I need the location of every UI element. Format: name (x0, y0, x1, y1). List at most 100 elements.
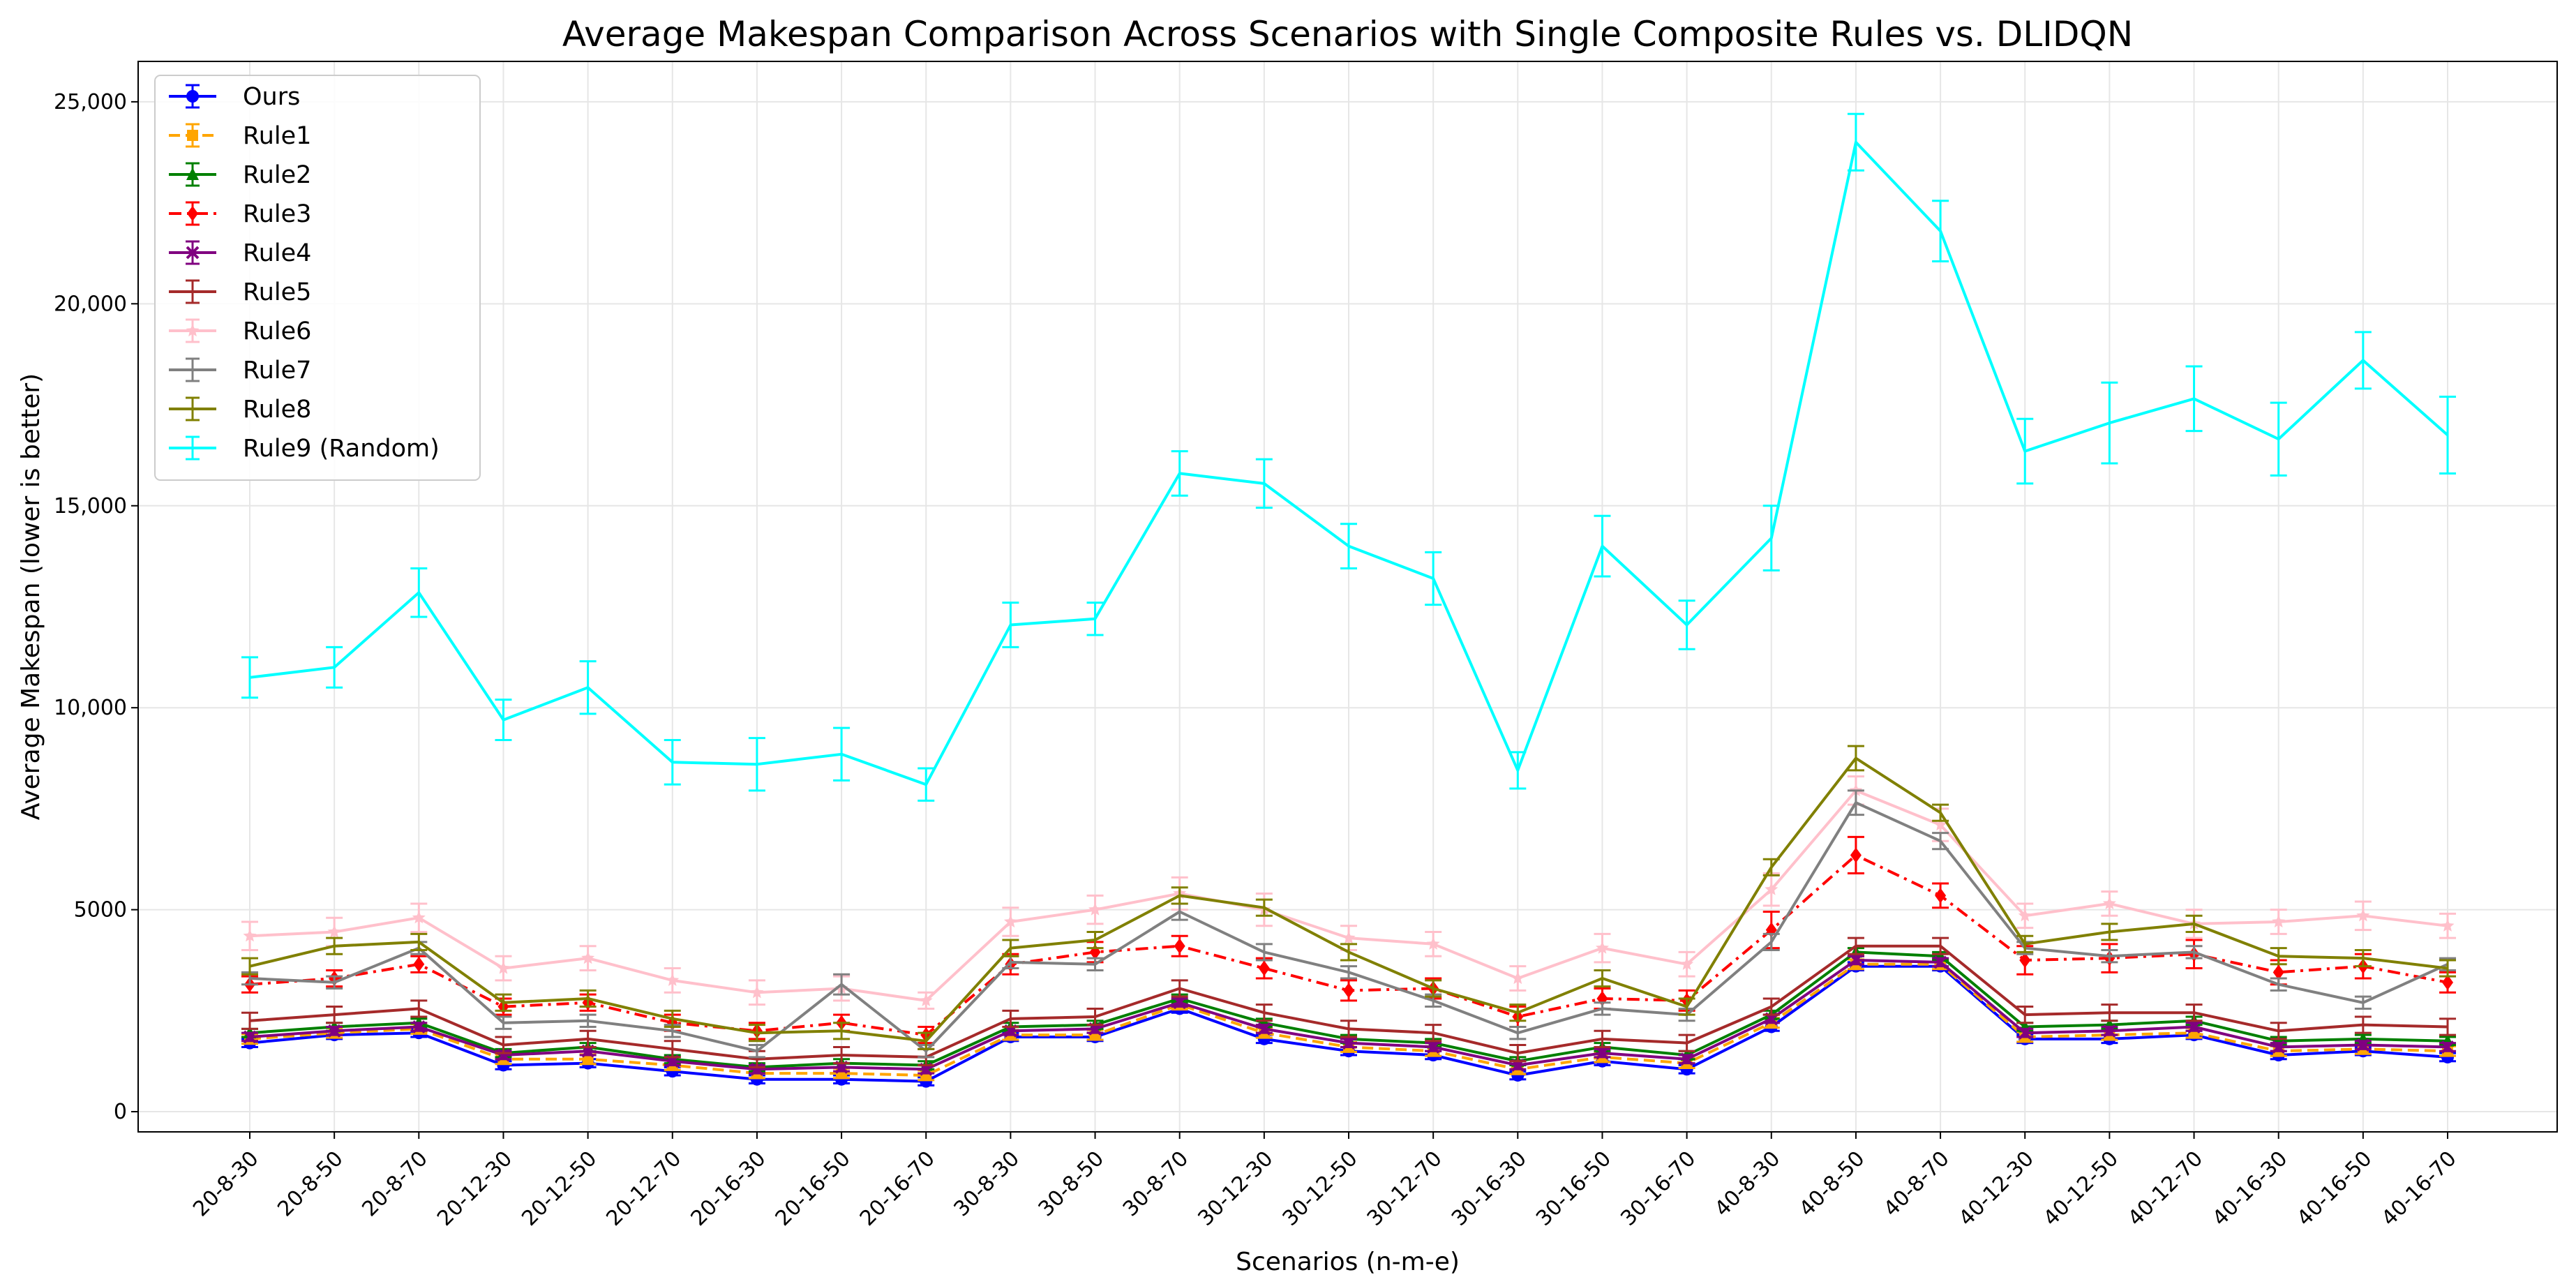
legend-label: Rule9 (Random) (243, 435, 440, 463)
legend-label: Rule8 (243, 396, 311, 424)
data-point (1765, 882, 1779, 895)
data-point (2442, 974, 2453, 990)
data-point (2441, 1040, 2455, 1054)
data-point (1342, 1036, 1356, 1050)
legend-marker (187, 130, 198, 141)
data-point (2356, 1038, 2370, 1052)
series-rule9-random (241, 112, 2456, 802)
y-tick-label: 0 (114, 1100, 127, 1124)
data-point (243, 929, 257, 942)
data-point (2018, 1026, 2032, 1040)
x-tick-label: 30-12-30 (1193, 1147, 1278, 1231)
x-tick-label: 20-8-50 (273, 1147, 348, 1222)
y-tick-label: 5000 (74, 898, 127, 923)
series-line (249, 140, 2449, 786)
x-tick-label: 20-12-70 (601, 1147, 686, 1231)
data-point (1003, 915, 1017, 928)
data-point (1257, 1022, 1271, 1036)
data-point (1596, 941, 1609, 954)
x-tick-label: 30-8-30 (949, 1147, 1024, 1222)
x-tick-label: 30-8-50 (1034, 1147, 1109, 1222)
data-point (666, 973, 680, 986)
data-point (1174, 938, 1185, 954)
legend-label: Rule4 (243, 239, 311, 267)
data-point (243, 1030, 257, 1044)
y-tick-label: 20,000 (54, 292, 127, 316)
data-point (1596, 1046, 1609, 1060)
data-point (412, 911, 426, 924)
legend-item: Rule9 (Random) (169, 435, 440, 463)
legend-label: Rule5 (243, 278, 311, 306)
legend: Ours Rule1 Rule2 Rule3 Rule4 Rule5 Rule6 Rule7 R… (154, 75, 481, 481)
data-point (2187, 1020, 2201, 1033)
series-layer (241, 112, 2456, 1088)
data-point (1933, 955, 1947, 969)
plot-frame (137, 61, 2558, 1133)
x-tick-label: 20-12-50 (517, 1147, 601, 1231)
data-point (2272, 964, 2284, 980)
data-point (1849, 953, 1863, 967)
data-point (2019, 952, 2031, 968)
x-tick-label: 30-12-70 (1363, 1147, 1447, 1231)
legend-item: Rule3 (169, 200, 311, 228)
y-tick-label: 15,000 (54, 494, 127, 518)
data-point (582, 1053, 594, 1065)
data-point (581, 951, 595, 964)
data-point (497, 1048, 510, 1062)
data-point (2102, 1024, 2116, 1038)
data-point (1088, 902, 1102, 916)
x-axis-label: Scenarios (n-m-e) (1236, 1248, 1460, 1276)
data-point (1426, 936, 1440, 950)
data-point (327, 1024, 341, 1038)
data-point (497, 961, 510, 974)
data-point (750, 1062, 764, 1076)
y-tick-label: 10,000 (54, 696, 127, 720)
series-rule5 (241, 936, 2456, 1068)
series-line (249, 756, 2448, 1043)
data-point (413, 956, 425, 972)
legend-label: Rule1 (243, 122, 311, 150)
data-point (1343, 983, 1354, 999)
x-tick-label: 40-12-50 (2039, 1147, 2123, 1231)
data-point (412, 1020, 426, 1033)
series-rule3 (241, 835, 2456, 1045)
x-tick-label: 20-16-30 (687, 1147, 771, 1231)
series-line (249, 944, 2448, 1061)
x-tick-label: 20-12-30 (433, 1147, 517, 1231)
legend-label: Rule3 (243, 200, 311, 228)
x-tick-label: 30-16-30 (1447, 1147, 1532, 1231)
y-tick-label: 25,000 (54, 90, 127, 114)
x-tick-label: 20-16-70 (855, 1147, 940, 1231)
x-tick-label: 40-12-30 (1954, 1147, 2039, 1231)
legend-item: Ours (169, 83, 300, 111)
data-point (750, 985, 764, 999)
legend-item: Rule2 (169, 161, 311, 189)
data-point (2272, 1040, 2286, 1054)
legend-marker (186, 90, 199, 103)
data-point (2102, 896, 2116, 909)
x-tick-label: 40-16-50 (2292, 1147, 2376, 1231)
data-point (1173, 996, 1187, 1010)
x-tick-label: 40-8-70 (1879, 1147, 1954, 1222)
x-tick-label: 30-12-50 (1278, 1147, 1363, 1231)
data-point (1426, 1040, 1440, 1054)
data-point (1511, 971, 1525, 985)
data-point (1342, 931, 1356, 944)
data-point (327, 925, 341, 938)
data-point (2441, 918, 2455, 932)
data-point (1850, 847, 1862, 863)
series-line (249, 801, 2448, 1053)
legend-item: Rule7 (169, 357, 311, 385)
x-tick-label: 40-12-70 (2123, 1147, 2208, 1231)
x-tick-label: 20-8-30 (188, 1147, 264, 1222)
x-tick-label: 40-16-70 (2377, 1147, 2462, 1231)
y-axis-label: Average Makespan (lower is better) (17, 373, 45, 820)
x-tick-label: 40-16-30 (2208, 1147, 2292, 1231)
data-point (1680, 957, 1694, 970)
data-point (2272, 915, 2286, 928)
legend-item: Rule5 (169, 278, 311, 306)
x-tick-label: 30-16-50 (1532, 1147, 1616, 1231)
x-tick-label: 40-8-30 (1710, 1147, 1785, 1222)
data-point (1933, 818, 1947, 831)
